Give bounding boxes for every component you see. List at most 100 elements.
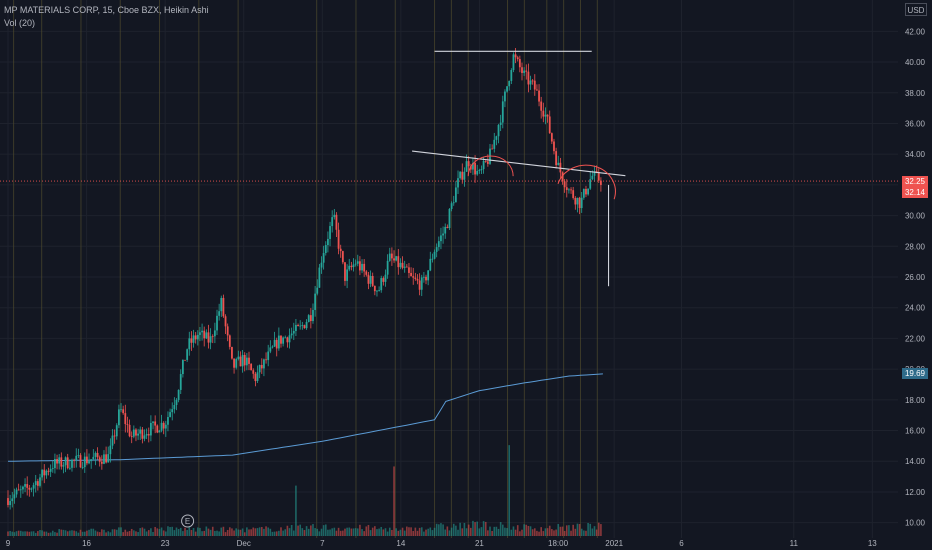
volume-bar xyxy=(339,530,342,536)
volume-bar xyxy=(41,530,43,536)
volume-bar xyxy=(425,529,427,536)
candle-body xyxy=(422,276,425,278)
candle-body xyxy=(484,161,487,162)
candle-body xyxy=(333,214,336,218)
volume-bar xyxy=(533,528,536,536)
candle-body xyxy=(593,171,596,176)
candle-body xyxy=(486,161,489,164)
candle-body xyxy=(510,70,513,81)
price-axis[interactable]: 10.0012.0014.0016.0018.0020.0022.0024.00… xyxy=(898,0,932,550)
volume-bar xyxy=(248,529,250,536)
candle-body xyxy=(115,425,118,437)
currency-label[interactable]: USD xyxy=(905,3,927,16)
symbol-title[interactable]: MP MATERIALS CORP, 15, Cboe BZX, Heikin … xyxy=(4,5,209,15)
volume-bar xyxy=(314,528,316,536)
volume-bar xyxy=(122,532,124,536)
price-tick-label: 42.00 xyxy=(905,27,926,36)
candle-body xyxy=(491,148,494,150)
volume-bar xyxy=(162,530,165,536)
candle-body xyxy=(531,80,534,82)
candle-body xyxy=(207,332,210,343)
event-markers[interactable]: E xyxy=(181,514,195,528)
volume-bar xyxy=(386,531,389,536)
volume-bar xyxy=(536,530,538,536)
volume-bar xyxy=(252,527,255,536)
volume-bar xyxy=(111,529,114,536)
volume-bar xyxy=(416,530,419,536)
price-tick-label: 22.00 xyxy=(905,334,926,343)
volume-bar xyxy=(519,531,521,536)
candle-body xyxy=(220,297,223,312)
volume-ma-line xyxy=(8,373,603,462)
arc-drawing[interactable] xyxy=(557,164,616,200)
candle-body xyxy=(17,489,20,491)
volume-bar xyxy=(484,521,487,536)
volume-indicator-label[interactable]: Vol (20) xyxy=(4,18,36,28)
arc-drawing[interactable] xyxy=(467,155,514,177)
candle-body xyxy=(128,424,131,437)
candle-body xyxy=(205,332,208,339)
volume-bar xyxy=(13,532,16,536)
volume-bar xyxy=(165,531,167,536)
volume-bar xyxy=(156,528,159,536)
volume-bar xyxy=(514,529,517,536)
candle-body xyxy=(175,399,178,405)
candle-body xyxy=(66,457,69,469)
volume-bar xyxy=(152,531,154,536)
volume-bar xyxy=(43,531,46,536)
candle-body xyxy=(512,54,515,71)
candle-body xyxy=(260,364,263,369)
volume-bar xyxy=(431,530,434,536)
volume-bar xyxy=(224,532,227,536)
candle-body xyxy=(94,452,97,457)
volume-bar xyxy=(86,530,88,536)
volume-bar xyxy=(173,530,176,536)
volume-bar xyxy=(139,528,142,536)
volume-bar xyxy=(115,529,118,536)
drawings[interactable] xyxy=(412,50,626,287)
last-price-tag: 32.25 xyxy=(902,175,928,187)
volume-bar xyxy=(62,529,65,536)
volume-bar xyxy=(169,527,171,536)
price-tick-label: 14.00 xyxy=(905,457,926,466)
candle-body xyxy=(346,269,349,281)
volume-bar xyxy=(352,528,355,536)
volume-bar xyxy=(201,531,203,536)
trendline-drawing[interactable] xyxy=(412,150,626,177)
volume-bar xyxy=(551,529,553,536)
candle-body xyxy=(521,67,523,73)
volume-bar xyxy=(177,529,180,536)
volume-bar xyxy=(15,531,18,536)
candle-body xyxy=(11,498,14,502)
time-tick-label: 11 xyxy=(790,539,799,548)
volume-bar xyxy=(209,529,212,536)
candle-body xyxy=(15,489,18,495)
candle-body xyxy=(34,481,37,486)
candle-body xyxy=(388,253,391,261)
candles[interactable] xyxy=(7,48,602,510)
candle-body xyxy=(56,459,58,464)
candle-body xyxy=(322,253,325,263)
volume-bar xyxy=(120,527,122,536)
candle-body xyxy=(75,455,78,461)
candle-body xyxy=(518,59,521,68)
volume-bar xyxy=(501,524,504,536)
volume-bar xyxy=(26,531,28,536)
volume-bar xyxy=(583,530,585,536)
candle-body xyxy=(433,251,436,259)
candle-body xyxy=(126,424,129,425)
candle-body xyxy=(354,263,357,265)
volume-bar xyxy=(489,526,491,536)
time-axis[interactable]: 9 16 23 Dec 7 14 21 18:00 2021 6 11 13 xyxy=(0,538,932,550)
volume-bar xyxy=(205,526,208,536)
volume-bar xyxy=(457,529,459,536)
candle-body xyxy=(273,339,276,347)
candle-body xyxy=(156,425,159,433)
candle-body xyxy=(555,151,558,166)
earnings-event-icon[interactable] xyxy=(181,514,195,528)
price-tick-label: 18.00 xyxy=(905,396,926,405)
volume-bar xyxy=(538,531,540,536)
volume-bar xyxy=(203,530,206,536)
volume-bar xyxy=(463,522,466,536)
